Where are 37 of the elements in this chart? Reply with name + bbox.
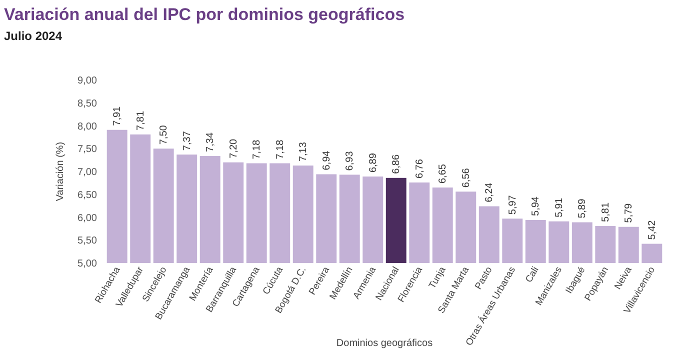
data-label: 7,91 (112, 106, 124, 126)
chart-title: Variación anual del IPC por dominios geográficos (4, 5, 405, 24)
data-label: 6,24 (484, 182, 496, 202)
data-label: 6,86 (391, 154, 402, 174)
data-label: 6,76 (414, 158, 426, 178)
y-axis-title: Variación (%) (55, 142, 66, 202)
y-tick-label: 7,00 (78, 167, 98, 178)
y-tick-label: 8,50 (78, 98, 98, 110)
data-label: 6,94 (321, 150, 332, 170)
y-tick-label: 7,50 (78, 144, 98, 156)
data-label: 6,56 (460, 168, 472, 188)
y-tick-label: 5,50 (78, 236, 98, 247)
data-label: 7,37 (182, 130, 193, 151)
data-label: 6,89 (368, 152, 379, 173)
data-label: 5,81 (600, 202, 612, 222)
x-axis-title: Dominios geográficos (336, 338, 433, 349)
data-label: 5,79 (624, 202, 635, 223)
data-label: 7,34 (205, 132, 216, 152)
y-tick-label: 9,00 (78, 76, 98, 86)
data-label: 6,65 (438, 164, 449, 184)
data-label: 6,93 (344, 150, 356, 171)
data-label: 7,50 (158, 124, 170, 145)
data-label: 5,89 (577, 198, 588, 218)
data-label: 7,18 (252, 139, 263, 160)
data-label: 5,97 (507, 194, 518, 215)
y-tick-label: 5,00 (78, 258, 98, 270)
data-label: 5,94 (530, 196, 542, 216)
data-label: 5,91 (554, 197, 565, 218)
data-label: 7,18 (274, 139, 286, 160)
chart-subtitle: Julio 2024 (4, 29, 62, 43)
y-tick-label: 6,00 (78, 212, 98, 224)
y-tick-label: 6,50 (78, 190, 98, 201)
data-label: 5,42 (646, 220, 658, 240)
y-tick-label: 8,00 (78, 121, 98, 132)
data-label: 7,13 (298, 142, 310, 162)
data-label: 7,81 (135, 110, 146, 130)
data-label: 7,20 (228, 138, 240, 158)
